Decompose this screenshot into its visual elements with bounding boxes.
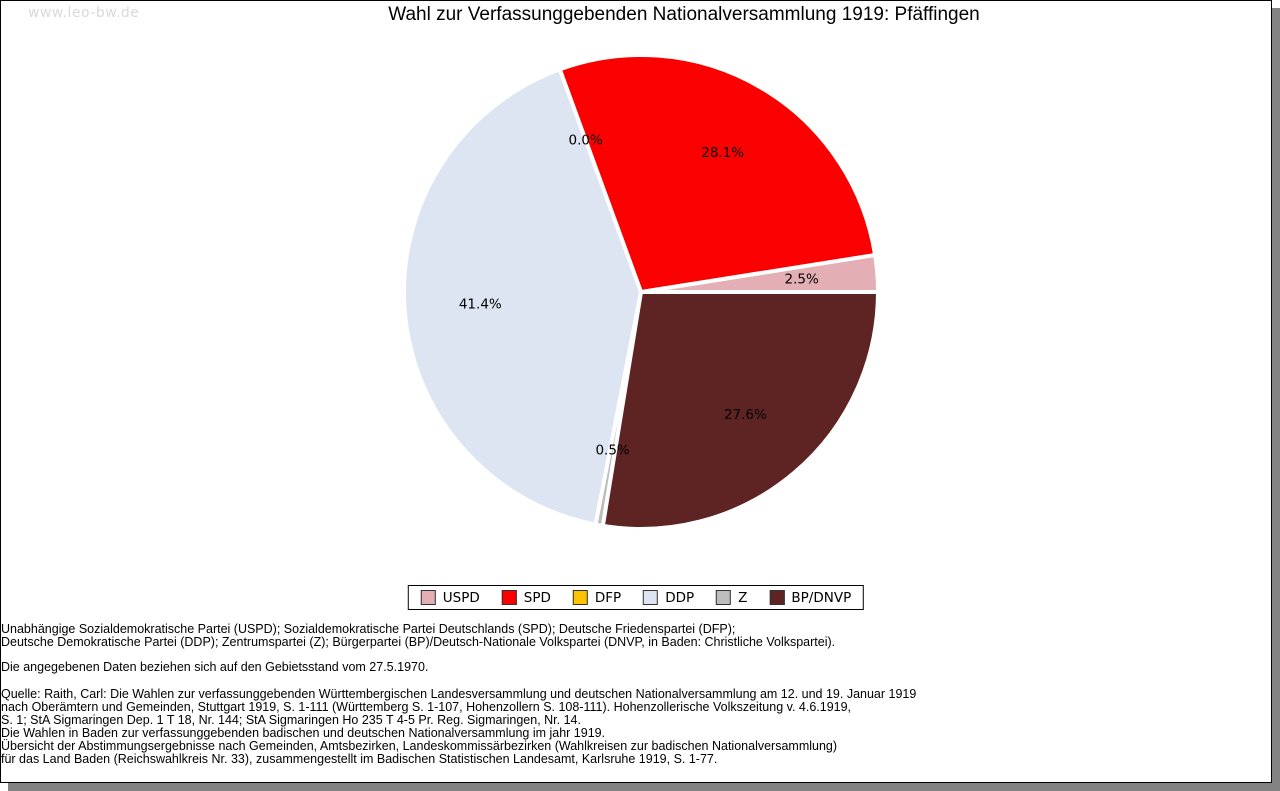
legend-item-BP/DNVP: BP/DNVP: [769, 590, 851, 606]
chart-title-text: Wahl zur Verfassunggebenden Nationalvers…: [388, 4, 980, 25]
legend-swatch-DDP: [643, 590, 659, 605]
legend-label-DDP: DDP: [665, 589, 695, 606]
legend-item-Z: Z: [716, 590, 747, 606]
pie-slice-SPD: [557, 53, 878, 294]
legend-label-SPD: SPD: [523, 589, 551, 606]
legend-item-DFP: DFP: [572, 589, 622, 606]
page-title: Wahl zur Verfassunggebenden Nationalvers…: [1, 4, 1271, 26]
legend: USPD SPD DFP DDP Z BP/DNVP: [407, 585, 865, 610]
legend-item-DDP: DDP: [643, 590, 694, 606]
legend-swatch-Z: [716, 590, 732, 605]
note-line: für das Land Baden (Reichswahlkreis Nr. …: [1, 752, 718, 766]
legend-swatch-DFP: [572, 590, 588, 605]
pie-percentage-label-DFP: 0.0%: [569, 133, 603, 149]
note-line: Deutsche Demokratische Partei (DDP); Zen…: [1, 635, 836, 649]
party-abbreviations-note: Unabhängige Sozialdemokratische Partei (…: [1, 623, 1101, 649]
source-note: Quelle: Raith, Carl: Die Wahlen zur verf…: [1, 688, 1101, 766]
legend-label-BP/DNVP: BP/DNVP: [791, 589, 852, 606]
legend-label-USPD: USPD: [442, 589, 480, 606]
pie-percentage-label-Z: 0.5%: [595, 443, 629, 459]
data-basis-note: Die angegebenen Daten beziehen sich auf …: [1, 661, 1101, 674]
pie-slice-DDP: [401, 67, 643, 527]
legend-label-DFP: DFP: [594, 589, 622, 606]
pie-percentage-label-BP/DNVP: 27.6%: [724, 407, 767, 423]
pie-percentage-label-SPD: 28.1%: [701, 145, 744, 161]
pie-percentage-label-DDP: 41.4%: [459, 297, 502, 313]
pie-percentage-label-USPD: 2.5%: [785, 271, 819, 287]
watermark: www.leo-bw.de: [28, 5, 140, 21]
pie-slice-BP/DNVP: [600, 290, 880, 531]
note-line: Übersicht der Abstimmungsergebnisse nach…: [1, 739, 838, 753]
note-line: Quelle: Raith, Carl: Die Wahlen zur verf…: [1, 687, 917, 701]
legend-item-SPD: SPD: [501, 589, 551, 606]
legend-label-Z: Z: [738, 589, 748, 606]
legend-swatch-BP/DNVP: [769, 590, 785, 605]
note-line: S. 1; StA Sigmaringen Dep. 1 T 18, Nr. 1…: [1, 713, 581, 727]
legend-swatch-USPD: [420, 590, 436, 605]
note-line: Die Wahlen in Baden zur verfassunggebend…: [1, 726, 606, 740]
note-line: nach Oberämtern und Gemeinden, Stuttgart…: [1, 700, 852, 714]
note-line: Unabhängige Sozialdemokratische Partei (…: [1, 622, 736, 636]
legend-swatch-SPD: [501, 590, 517, 605]
legend-item-USPD: USPD: [420, 589, 480, 606]
note-line: Die angegebenen Daten beziehen sich auf …: [1, 660, 429, 674]
